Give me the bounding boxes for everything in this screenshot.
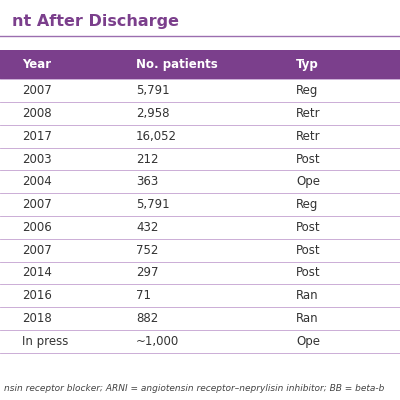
Text: In press: In press <box>22 335 68 348</box>
Text: No. patients: No. patients <box>136 58 218 71</box>
Text: Reg: Reg <box>296 198 318 211</box>
Text: 5,791: 5,791 <box>136 84 170 97</box>
Text: 2016: 2016 <box>22 289 52 302</box>
Text: 2007: 2007 <box>22 198 52 211</box>
Text: Reg: Reg <box>296 84 318 97</box>
Text: Post: Post <box>296 221 321 234</box>
Text: 2014: 2014 <box>22 266 52 280</box>
Text: 752: 752 <box>136 244 158 257</box>
Bar <box>0 50 400 79</box>
Text: 2003: 2003 <box>22 152 52 166</box>
Text: Ran: Ran <box>296 289 319 302</box>
Text: 212: 212 <box>136 152 158 166</box>
Text: 2,958: 2,958 <box>136 107 170 120</box>
Text: Ope: Ope <box>296 175 320 188</box>
Text: 2007: 2007 <box>22 244 52 257</box>
Text: Post: Post <box>296 152 321 166</box>
Text: Post: Post <box>296 244 321 257</box>
Text: 363: 363 <box>136 175 158 188</box>
Text: ~1,000: ~1,000 <box>136 335 179 348</box>
Text: 2006: 2006 <box>22 221 52 234</box>
Text: Retr: Retr <box>296 130 321 143</box>
Text: nt After Discharge: nt After Discharge <box>12 14 179 29</box>
Text: 2018: 2018 <box>22 312 52 325</box>
Text: Retr: Retr <box>296 107 321 120</box>
Text: 432: 432 <box>136 221 158 234</box>
Text: 5,791: 5,791 <box>136 198 170 211</box>
Text: Post: Post <box>296 266 321 280</box>
Text: 71: 71 <box>136 289 151 302</box>
Text: Typ: Typ <box>296 58 319 71</box>
Text: 2004: 2004 <box>22 175 52 188</box>
Text: Ope: Ope <box>296 335 320 348</box>
Text: 2017: 2017 <box>22 130 52 143</box>
Text: nsin receptor blocker; ARNI = angiotensin receptor–neprylisin inhibitor; BB = be: nsin receptor blocker; ARNI = angiotensi… <box>4 384 384 393</box>
Text: Ran: Ran <box>296 312 319 325</box>
Text: 297: 297 <box>136 266 158 280</box>
Text: 2007: 2007 <box>22 84 52 97</box>
Text: 2008: 2008 <box>22 107 52 120</box>
Text: Year: Year <box>22 58 51 71</box>
Text: 16,052: 16,052 <box>136 130 177 143</box>
Text: 882: 882 <box>136 312 158 325</box>
